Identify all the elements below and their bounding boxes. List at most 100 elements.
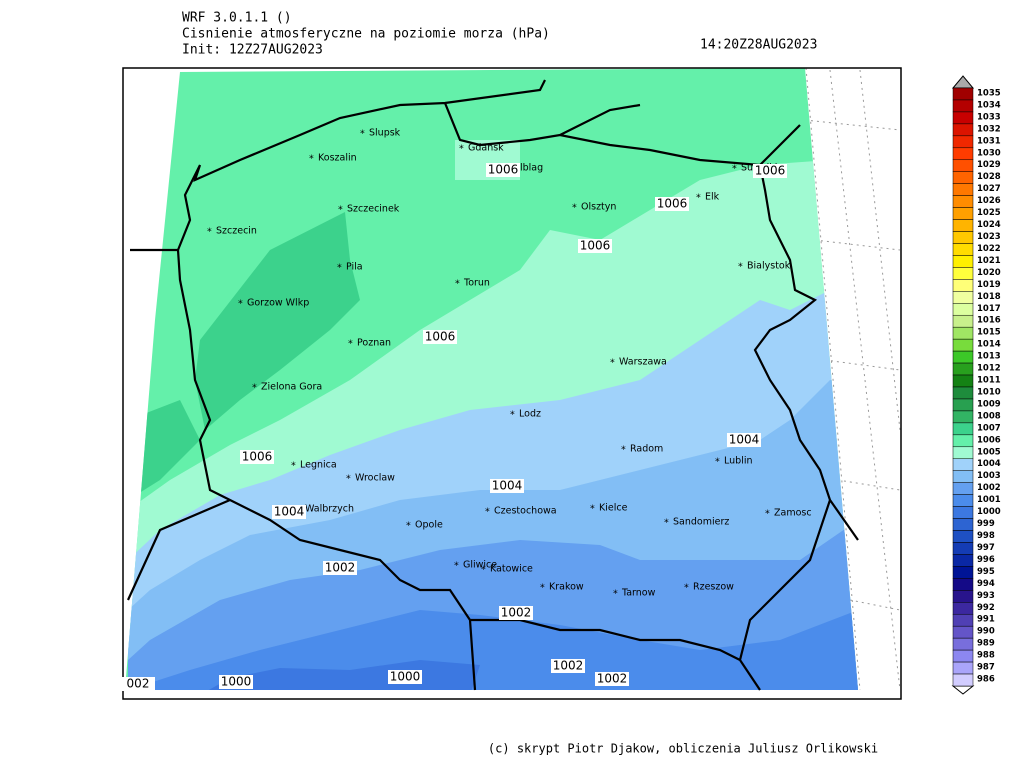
map-frame [122,67,902,700]
city-name: Lodz [519,409,541,420]
colorbar-box [952,422,974,436]
colorbar-box [952,147,974,161]
colorbar-label: 1008 [977,411,1001,421]
city-name: Warszawa [619,357,667,368]
colorbar-box [952,470,974,483]
colorbar-label: 1023 [977,232,1001,242]
colorbar-box [952,637,974,651]
colorbar-label: 1011 [977,376,1001,386]
colorbar-label: 1027 [977,184,1001,194]
city-marker: * [360,129,365,140]
colorbar-box [952,314,974,328]
country-border [126,79,859,691]
contour-label-bg [272,505,306,519]
contour-label-bg [595,672,629,686]
colorbar-box [952,613,974,627]
colorbar-label: 1019 [977,280,1001,290]
pressure-field [125,68,858,690]
city-marker: * [346,474,351,485]
colorbar-label: 1014 [977,340,1001,350]
colorbar-box [952,279,974,292]
city-name: Lublin [724,456,752,467]
contour-label-bg [655,197,689,211]
city-marker: * [406,521,411,532]
city-marker: * [454,561,459,572]
colorbar-label: 1005 [977,447,1001,457]
city-name: Rzeszow [693,582,734,593]
contour-label-bg [486,163,520,177]
city-marker: * [459,144,464,155]
contour-label-bg [499,606,533,620]
colorbar-label: 994 [977,579,995,589]
colorbar-label: 1013 [977,352,1001,362]
city-marker: * [664,518,669,529]
colorbar-box [952,386,974,400]
colorbar-label: 1031 [977,136,1001,146]
colorbar-bottom-arrow [951,685,975,695]
colorbar-box [952,661,974,675]
city-marker: * [732,164,737,175]
city-name: Kielce [599,503,628,514]
model-name: WRF 3.0.1.1 () [182,11,292,26]
colorbar-label: 1024 [977,220,1001,230]
colorbar-label: 1009 [977,399,1001,409]
city-name: Torun [463,278,490,289]
contour-label-bg [727,433,761,447]
city-name: Gorzow Wlkp [247,298,309,309]
colorbar-box [952,446,974,460]
city-name: Elblag [514,163,543,174]
colorbar-label: 1018 [977,292,1001,302]
city-marker: * [337,263,342,274]
city-name: Krakow [549,582,584,593]
colorbar-box [952,578,974,591]
colorbar-label: 1022 [977,244,1001,254]
colorbar-box [952,243,974,256]
colorbar-label: 993 [977,591,995,601]
colorbar-label: 1028 [977,172,1001,182]
city-marker: * [207,227,212,238]
colorbar-box [952,482,974,495]
colorbar-label: 1017 [977,304,1001,314]
city-marker: * [613,589,618,600]
colorbar-label: 986 [977,675,995,685]
colorbar-box [952,219,974,232]
contour-label: 1006 [242,450,273,464]
contour-label-bg [240,450,274,464]
colorbar-label: 989 [977,639,995,649]
city-marker: * [238,299,243,310]
contour-label: 1004 [274,505,305,519]
colorbar-label: 1002 [977,483,1001,493]
colorbar-box [952,159,974,172]
city-name: Pila [346,262,363,273]
colorbar-box [952,99,974,113]
colorbar-box [952,602,974,615]
city-marker: * [309,154,314,165]
colorbar-box [952,195,974,208]
city-name: Walbrzych [305,504,354,515]
colorbar-label: 987 [977,663,995,673]
city-name: Gliwice [463,560,497,571]
contour-label-bg [323,561,357,575]
city-marker: * [738,262,743,273]
colorbar-label: 1003 [977,471,1001,481]
city-marker: * [510,410,515,421]
contour-label: 1004 [492,479,523,493]
city-marker: * [348,339,353,350]
colorbar-label: 1020 [977,268,1001,278]
contour-label-bg [219,675,253,689]
colorbar-box [952,649,974,663]
colorbar-box [952,326,974,340]
contour-label-bg [423,330,457,344]
colorbar-box [952,207,974,220]
city-name: Poznan [357,338,391,349]
colorbar-label: 1001 [977,495,1001,505]
contour-label: 1002 [501,606,532,620]
init-time: Init: 12Z27AUG2023 [182,43,323,58]
colorbar-box [952,87,974,101]
contour-label: 002 [127,677,150,691]
colorbar-label: 1030 [977,148,1001,158]
colorbar-label: 1029 [977,160,1001,170]
city-name: Slupsk [369,128,401,139]
colorbar-box [952,267,974,280]
